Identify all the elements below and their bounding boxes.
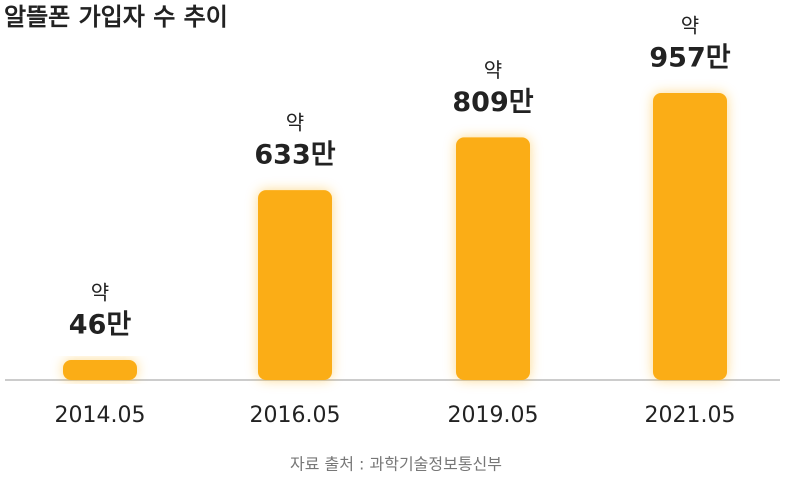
x-tick-label: 2019.05 bbox=[448, 403, 539, 428]
bar bbox=[63, 360, 137, 380]
x-tick-label: 2021.05 bbox=[645, 403, 736, 428]
chart-title: 알뜰폰 가입자 수 추이 bbox=[4, 3, 228, 31]
source-note: 자료 출처 : 과학기술정보통신부 bbox=[290, 455, 502, 474]
value-label: 46만 bbox=[69, 310, 132, 341]
x-tick-label: 2014.05 bbox=[55, 403, 146, 428]
bar bbox=[456, 137, 530, 380]
x-tick-label: 2016.05 bbox=[250, 403, 341, 428]
value-label: 809만 bbox=[452, 87, 533, 118]
value-label-prefix: 약 bbox=[484, 58, 502, 82]
value-label: 633만 bbox=[254, 140, 335, 171]
bar bbox=[653, 93, 727, 380]
value-label-prefix: 약 bbox=[91, 281, 109, 305]
bar bbox=[258, 190, 332, 380]
value-label: 957만 bbox=[649, 43, 730, 74]
value-label-prefix: 약 bbox=[681, 14, 699, 38]
value-label-prefix: 약 bbox=[286, 111, 304, 135]
